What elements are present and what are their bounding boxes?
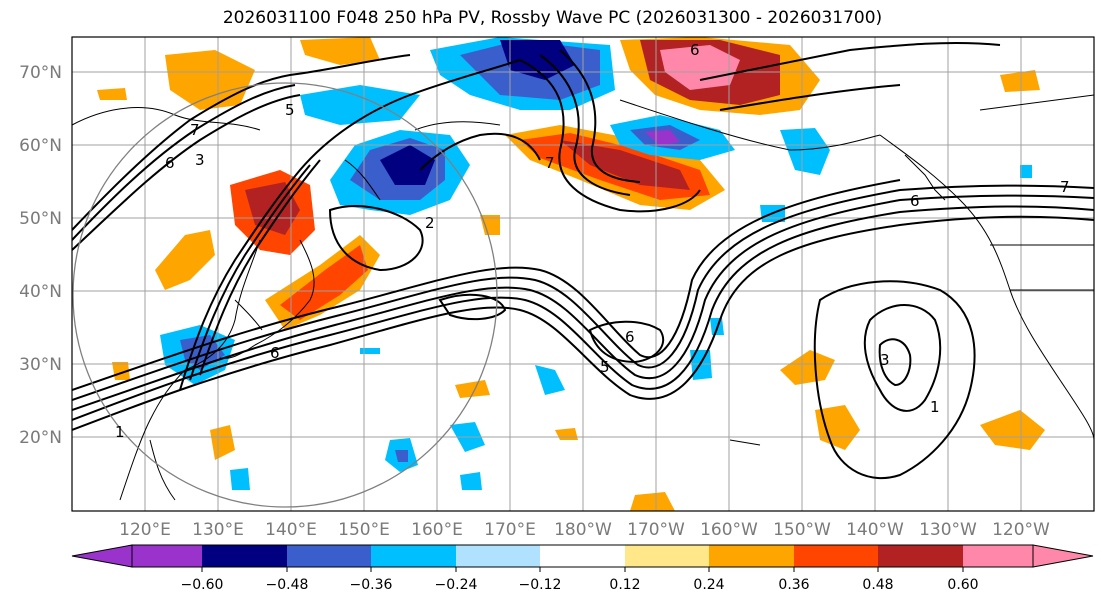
colorbar-segment [540,545,625,567]
colorbar-segment [878,545,963,567]
reference-circle [72,82,498,508]
colorbar-segment [456,545,540,567]
colorbar-tick-label: 0.60 [947,577,978,593]
contour-label: 7 [1060,178,1070,196]
lon-label: 140°W [846,520,904,540]
lon-label: 160°W [700,520,758,540]
contour-label: 3 [880,351,890,369]
lon-label: 170°W [627,520,685,540]
colorbar-segment [794,545,878,567]
colorbar-tick-label: −0.12 [519,577,562,593]
colorbar-segment [202,545,287,567]
contour-label: 3 [195,151,205,169]
pv-contours [72,41,1094,480]
colorbar-tick-label: 0.24 [693,577,724,593]
lon-label: 160°E [411,520,463,540]
colorbar-extend-low [71,544,133,568]
colorbar-segment [371,545,456,567]
contour-label: 7 [190,121,200,139]
lat-label: 20°N [19,428,62,448]
map-title: 2026031100 F048 250 hPa PV, Rossby Wave … [222,8,883,28]
contour-label: 5 [600,358,610,376]
contour-label: 7 [545,154,555,172]
lon-label: 120°W [992,520,1050,540]
colorbar-tick-label: 0.36 [778,577,809,593]
lon-label: 180°W [554,520,612,540]
lon-label: 150°E [338,520,390,540]
lat-label: 70°N [19,63,62,83]
lat-label: 40°N [19,282,62,302]
lon-label: 120°E [119,520,171,540]
lon-label: 130°W [919,520,977,540]
contour-label: 1 [115,423,125,441]
lon-label: 140°E [265,520,317,540]
contour-labels: 7 5 3 6 6 6 6 3 1 1 6 7 2 5 7 [115,41,1070,441]
colorbar-segment [963,545,1033,567]
coastlines [72,94,1094,501]
colorbar-tick-label: 0.12 [609,577,640,593]
contour-label: 6 [910,192,920,210]
lon-label: 170°E [484,520,536,540]
lon-label: 150°W [773,520,831,540]
colorbar-tick-label: −0.24 [435,577,478,593]
colorbar-outline [131,544,1034,568]
contour-label: 6 [690,41,700,59]
contour-label: 6 [270,344,280,362]
colorbar: −0.60 −0.48 −0.36 −0.24 −0.12 0.12 0.24 … [71,544,1094,593]
colorbar-tick-label: −0.36 [350,577,393,593]
lat-label: 50°N [19,209,62,229]
colorbar-segment [132,545,202,567]
lat-label: 30°N [19,355,62,375]
map-frame [71,36,1095,512]
contour-label: 6 [165,154,175,172]
colorbar-tick-label: −0.48 [266,577,309,593]
longitude-labels: 120°E 130°E 140°E 150°E 160°E 170°E 180°… [119,520,1050,540]
latitude-labels: 70°N 60°N 50°N 40°N 30°N 20°N [19,63,62,448]
contour-label: 1 [930,398,940,416]
contour-label: 2 [425,214,435,232]
lon-label: 130°E [192,520,244,540]
colorbar-segment [287,545,371,567]
colorbar-segment [709,545,794,567]
colorbar-extend-high [1032,544,1094,568]
lat-lon-grid [72,37,1094,511]
contour-label: 6 [625,328,635,346]
contour-label: 5 [285,101,295,119]
colorbar-segment [625,545,709,567]
lat-label: 60°N [19,136,62,156]
colorbar-tick-label: 0.48 [862,577,893,593]
colorbar-tick-label: −0.60 [181,577,224,593]
